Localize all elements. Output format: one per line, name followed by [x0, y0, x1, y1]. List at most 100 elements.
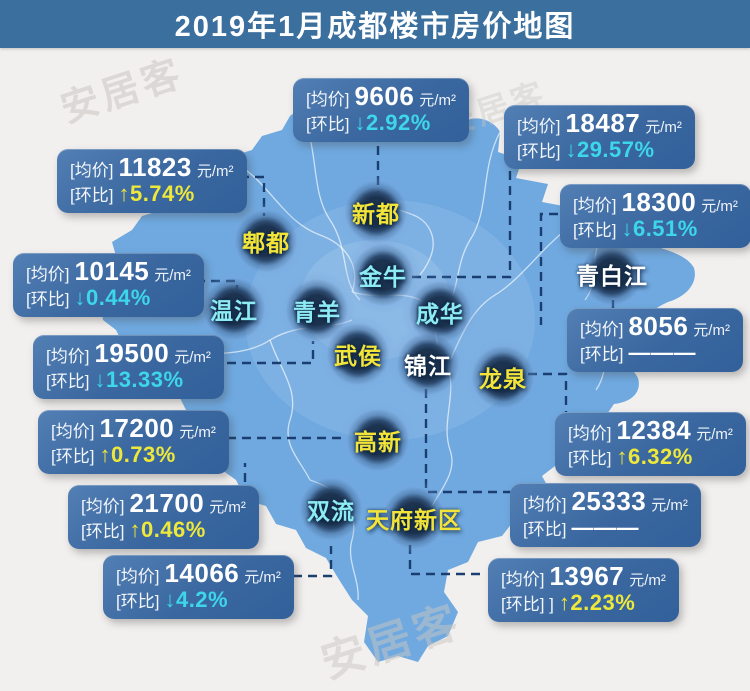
price-row: [均价] 13967 元/m² [501, 561, 666, 591]
mom-change: ——— [571, 515, 639, 541]
mom-row: [环比] ↑0.73% [51, 442, 216, 468]
price-row: [均价] 9606 元/m² [306, 81, 456, 111]
price-row: [均价] 18487 元/m² [517, 108, 682, 138]
district-gaoxin: 高新 [339, 401, 417, 479]
price-unit: 元/m² [693, 322, 730, 339]
district-marker-icon [319, 315, 397, 393]
district-label: 新都 [352, 201, 400, 227]
price-row: [均价] 10145 元/m² [26, 256, 191, 286]
price-callout: [均价] 11823 元/m² [环比] ↑5.74% [57, 149, 247, 213]
price-callout: [均价] 9606 元/m² [环比] ↓2.92% [293, 78, 469, 142]
district-label: 成华 [416, 301, 464, 327]
price-unit: 元/m² [701, 198, 738, 215]
mom-row: [环比] ↑0.46% [81, 517, 246, 543]
price-row: [均价] 19500 元/m² [46, 338, 211, 368]
price-callout: [均价] 18487 元/m² [环比] ↓29.57% [504, 105, 695, 169]
district-label: 温江 [210, 298, 258, 324]
price-callout: [均价] 13967 元/m² [环比] ] ↑2.23% [488, 558, 679, 622]
price-prefix: [均价] [580, 320, 624, 339]
price-prefix: [均价] [568, 424, 612, 443]
price-callout: [均价] 10145 元/m² [环比] ↓0.44% [13, 253, 204, 317]
mom-prefix: [环比] [116, 592, 160, 612]
district-tianfuxinqu: 天府新区 [366, 479, 462, 557]
mom-row: [环比] ↓2.92% [306, 110, 456, 136]
price-value: 18487 [565, 108, 641, 138]
price-prefix: [均价] [116, 567, 160, 586]
district-jinjiang: 锦江 [389, 325, 467, 403]
price-value: 11823 [118, 152, 192, 182]
price-prefix: [均价] [517, 117, 561, 136]
price-value: 25333 [571, 486, 647, 516]
mom-prefix: [环比] [573, 221, 617, 241]
price-row: [均价] 14066 元/m² [116, 558, 281, 588]
price-unit: 元/m² [629, 572, 666, 589]
district-label: 青白江 [576, 263, 648, 289]
price-prefix: [均价] [523, 495, 567, 514]
mom-change: ↑6.32% [616, 444, 693, 470]
price-prefix: [均价] [81, 497, 125, 516]
mom-prefix: [环比] [46, 372, 90, 392]
price-unit: 元/m² [419, 92, 456, 109]
district-label: 龙泉 [479, 366, 527, 392]
mom-change: ↓0.44% [74, 285, 151, 311]
price-unit: 元/m² [651, 497, 688, 514]
price-prefix: [均价] [46, 347, 90, 366]
price-callout: [均价] 25333 元/m² [环比] ——— [510, 483, 701, 547]
price-callout: [均价] 21700 元/m² [环比] ↑0.46% [68, 485, 259, 549]
price-unit: 元/m² [196, 163, 234, 180]
district-qingbaijiang: 青白江 [573, 235, 651, 313]
mom-row: [环比] ——— [580, 340, 730, 366]
mom-change: ↑5.74% [118, 181, 195, 207]
district-label: 青羊 [293, 299, 341, 325]
page-title: 2019年1月成都楼市房价地图 [174, 11, 576, 43]
district-label: 武侯 [334, 343, 382, 369]
price-value: 9606 [354, 81, 415, 111]
district-marker-icon [389, 325, 467, 403]
price-value: 21700 [129, 488, 205, 518]
price-prefix: [均价] [70, 161, 114, 180]
price-unit: 元/m² [209, 499, 246, 516]
mom-change: ↓6.51% [621, 216, 698, 242]
price-prefix: [均价] [306, 90, 350, 109]
mom-change: ↓13.33% [94, 367, 184, 393]
district-label: 双流 [307, 498, 355, 524]
district-label: 金牛 [359, 264, 407, 290]
mom-change: ↓2.92% [354, 110, 431, 136]
price-callout: [均价] 8056 元/m² [环比] ——— [567, 308, 743, 372]
district-label: 锦江 [404, 353, 452, 379]
price-unit: 元/m² [154, 267, 191, 284]
mom-change: ↓29.57% [565, 137, 655, 163]
mom-row: [环比] ↓29.57% [517, 137, 682, 163]
price-row: [均价] 21700 元/m² [81, 488, 246, 518]
mom-prefix: [环比] [26, 290, 70, 310]
price-callout: [均价] 12384 元/m² [环比] ↑6.32% [555, 412, 746, 476]
district-label: 天府新区 [366, 507, 462, 533]
price-callout: [均价] 19500 元/m² [环比] ↓13.33% [33, 335, 224, 399]
price-unit: 元/m² [244, 569, 281, 586]
price-unit: 元/m² [645, 119, 682, 136]
price-row: [均价] 8056 元/m² [580, 311, 730, 341]
price-value: 18300 [621, 187, 697, 217]
price-unit: 元/m² [179, 424, 216, 441]
mom-change: ↑0.46% [129, 517, 206, 543]
district-marker-icon [292, 470, 370, 548]
title-banner: 2019年1月成都楼市房价地图 [0, 0, 750, 48]
district-longquan: 龙泉 [464, 338, 542, 416]
price-value: 14066 [164, 558, 240, 588]
mom-row: [环比] ↑5.74% [70, 181, 234, 207]
mom-prefix: [环比] [51, 447, 95, 467]
mom-prefix: [环比] [580, 345, 624, 365]
price-row: [均价] 11823 元/m² [70, 152, 234, 182]
mom-row: [环比] ——— [523, 515, 688, 541]
mom-row: [环比] ] ↑2.23% [501, 590, 666, 616]
price-prefix: [均价] [573, 196, 617, 215]
district-label: 郫都 [242, 230, 290, 256]
mom-prefix: [环比] [81, 522, 125, 542]
price-value: 8056 [628, 311, 689, 341]
mom-prefix: [环比] [306, 115, 350, 135]
mom-row: [环比] ↓4.2% [116, 587, 281, 613]
price-row: [均价] 17200 元/m² [51, 413, 216, 443]
price-prefix: [均价] [26, 265, 70, 284]
district-wuhou: 武侯 [319, 315, 397, 393]
price-value: 12384 [616, 415, 692, 445]
